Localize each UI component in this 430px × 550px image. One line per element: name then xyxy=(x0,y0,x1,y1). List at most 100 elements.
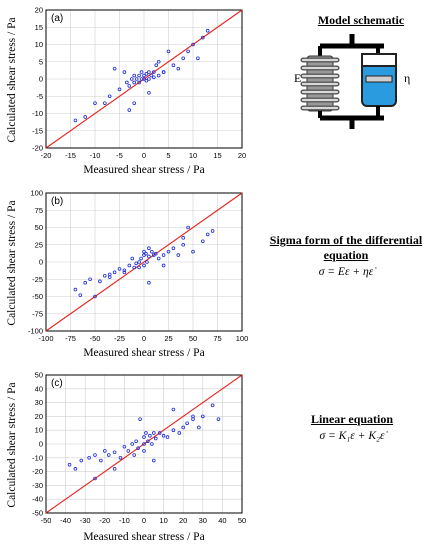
data-point xyxy=(176,66,181,71)
y-tick-label: 100 xyxy=(30,189,43,198)
schematic-title: Model schematic xyxy=(317,13,405,27)
y-tick-label: -100 xyxy=(28,327,43,336)
y-tick-label: 50 xyxy=(35,371,43,380)
data-point xyxy=(83,115,87,119)
x-tick-label: 15 xyxy=(213,151,221,160)
x-tick-label: 20 xyxy=(179,516,187,525)
data-point xyxy=(103,101,107,105)
sigma-title: Sigma form of the differential equation xyxy=(269,233,423,262)
x-tick-label: -25 xyxy=(114,334,125,343)
x-tick-label: 40 xyxy=(218,516,226,525)
data-point xyxy=(161,263,166,268)
data-point xyxy=(142,449,146,453)
y-tick-label: -25 xyxy=(32,275,43,284)
data-point xyxy=(196,56,200,61)
data-point xyxy=(137,80,141,85)
x-tick-label: 20 xyxy=(238,151,246,160)
data-point xyxy=(142,73,146,78)
data-point xyxy=(142,263,146,268)
data-point xyxy=(117,267,122,271)
y-tick-label: -75 xyxy=(32,309,43,318)
plot-frame xyxy=(45,9,243,149)
data-point xyxy=(144,251,148,256)
data-point xyxy=(127,84,132,88)
y-tick-label: 25 xyxy=(35,240,43,249)
x-tick-label: -10 xyxy=(119,516,130,525)
data-point xyxy=(134,439,138,444)
data-point xyxy=(176,253,181,257)
dashpot-label: η xyxy=(404,71,410,85)
x-tick-label: 10 xyxy=(159,516,167,525)
data-point xyxy=(146,439,150,444)
data-point xyxy=(112,467,117,471)
data-point xyxy=(181,56,186,61)
data-point xyxy=(127,263,132,268)
panel-label: (c) xyxy=(51,378,63,389)
data-point xyxy=(107,94,112,99)
y-tick-label: -40 xyxy=(32,495,43,504)
data-point xyxy=(93,101,97,105)
data-point xyxy=(142,77,146,81)
data-point xyxy=(171,246,176,250)
y-tick-label: 30 xyxy=(35,398,43,407)
data-point xyxy=(107,275,112,279)
data-point xyxy=(149,73,154,78)
y-tick-label: 0 xyxy=(39,258,43,267)
y-tick-label: 10 xyxy=(35,426,43,435)
data-point xyxy=(138,417,142,421)
data-point xyxy=(132,101,137,105)
x-tick-label: -15 xyxy=(65,151,76,160)
data-point xyxy=(210,403,215,408)
scatter-plot-c: -50-50 -40 -40 -30 -30 -20 -20 -10 -10 0 0 10 10 20 20… xyxy=(32,371,246,526)
y-tick-label: 15 xyxy=(35,23,43,32)
x-tick-label: -75 xyxy=(65,334,76,343)
data-point xyxy=(112,450,117,455)
reference-line xyxy=(45,374,243,514)
data-point xyxy=(152,458,156,463)
plot-frame xyxy=(45,192,243,332)
y-tick-label: -20 xyxy=(32,144,43,153)
data-point xyxy=(93,476,97,481)
x-axis-label: Measured shear stress / Pa xyxy=(83,347,205,359)
data-point xyxy=(161,433,166,438)
data-point xyxy=(73,118,78,123)
data-point xyxy=(191,414,195,419)
data-point xyxy=(191,42,195,47)
x-tick-label: -100 xyxy=(38,334,53,343)
scatter-plot-b: -100-100 -75 -75 -50 -50 -25 -25 0 0 25 25 50 50 75 75… xyxy=(28,189,249,344)
data-point xyxy=(186,49,190,54)
data-point xyxy=(93,294,97,299)
data-point xyxy=(201,35,205,40)
data-point xyxy=(152,75,156,80)
y-tick-label: 0 xyxy=(39,440,43,449)
y-tick-label: 20 xyxy=(35,412,43,421)
data-point xyxy=(181,425,186,430)
data-point xyxy=(132,453,137,457)
data-point xyxy=(87,456,91,460)
data-point xyxy=(181,236,186,240)
data-point xyxy=(156,59,161,64)
data-point xyxy=(122,444,127,449)
y-tick-label: 50 xyxy=(35,223,43,232)
sigma-form-block: Sigma form of the differential equation … xyxy=(262,233,430,278)
x-tick-label: -30 xyxy=(80,516,91,525)
data-point xyxy=(112,270,117,275)
data-point xyxy=(73,287,78,292)
data-point xyxy=(177,431,182,435)
data-point xyxy=(144,78,149,83)
data-point xyxy=(142,442,146,446)
data-point xyxy=(79,458,84,463)
data-point xyxy=(171,428,176,432)
data-point xyxy=(152,70,156,74)
data-point xyxy=(148,433,152,438)
x-tick-label: -20 xyxy=(41,151,52,160)
x-tick-label: 100 xyxy=(236,334,249,343)
data-point xyxy=(147,246,151,250)
x-tick-label: -20 xyxy=(99,516,110,525)
scatter-plot-a: -20-20 -15 -15 -10 -10 -5 -5 0 0 5 5 10 10 15 15 20 20 (a… xyxy=(32,6,246,161)
panel-label: (b) xyxy=(51,196,63,207)
linear-title: Linear equation xyxy=(310,412,394,426)
x-tick-label: 0 xyxy=(142,516,146,525)
data-point xyxy=(98,279,102,284)
y-tick-label: 40 xyxy=(35,384,43,393)
